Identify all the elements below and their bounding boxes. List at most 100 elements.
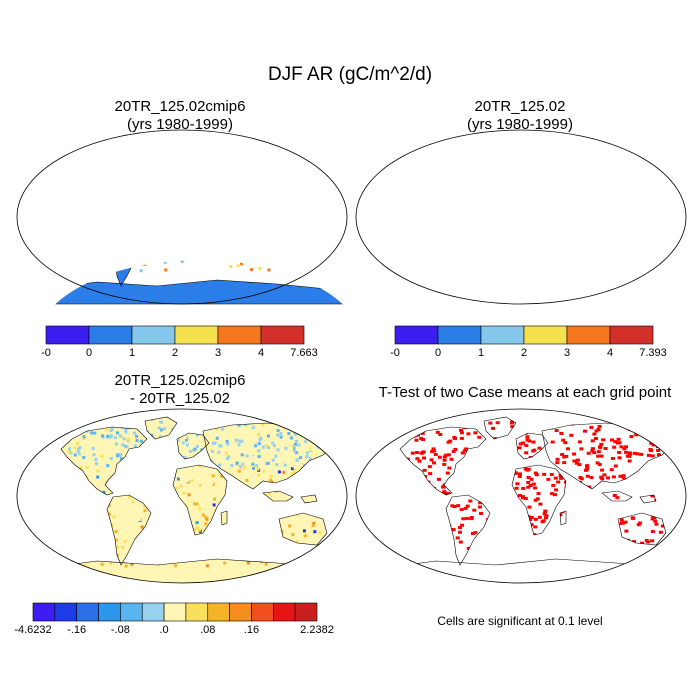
speckle — [43, 460, 47, 464]
speckle — [550, 201, 553, 204]
speckle — [43, 549, 47, 553]
speckle — [332, 535, 336, 539]
speckle — [232, 480, 236, 484]
speckle — [52, 471, 56, 475]
significant-cell — [643, 479, 648, 483]
panel-title-top-left: 20TR_125.02cmip6 (yrs 1980-1999) — [70, 98, 290, 134]
speckle — [55, 506, 59, 510]
speckle — [444, 250, 447, 253]
significant-cell — [537, 446, 542, 450]
speckle — [463, 213, 466, 216]
speckle — [498, 238, 501, 241]
significant-cell — [564, 494, 569, 498]
significant-cell — [559, 431, 564, 435]
significant-cell — [609, 534, 614, 538]
speckle — [230, 525, 234, 529]
speckle — [197, 507, 201, 511]
speckle — [171, 153, 174, 155]
speckle — [258, 266, 262, 270]
speckle — [650, 196, 653, 199]
significant-cell — [471, 454, 476, 458]
speckle — [469, 167, 472, 169]
speckle — [158, 481, 162, 485]
significant-cell — [429, 535, 434, 539]
speckle — [323, 557, 327, 561]
speckle — [611, 259, 614, 262]
speckle — [519, 178, 522, 180]
speckle — [88, 545, 92, 549]
speckle — [75, 551, 79, 555]
speckle — [320, 505, 324, 509]
speckle — [90, 501, 94, 505]
speckle — [35, 517, 39, 521]
speckle — [334, 472, 338, 476]
speckle — [134, 472, 138, 476]
panel-title-bottom-right: T-Test of two Case means at each grid po… — [378, 384, 672, 401]
speckle — [296, 212, 299, 215]
speckle — [43, 496, 47, 500]
significant-cell — [468, 499, 473, 503]
significant-cell — [585, 474, 590, 478]
significant-cell — [583, 486, 588, 490]
significant-cell — [432, 535, 437, 539]
significant-cell — [419, 436, 424, 440]
speckle — [124, 430, 128, 434]
significant-cell — [496, 520, 501, 524]
colorbar-label: 1 — [477, 347, 485, 359]
land-madagascar — [560, 232, 566, 246]
significant-cell — [447, 466, 452, 470]
speckle — [114, 417, 118, 420]
speckle — [126, 426, 130, 430]
speckle — [649, 266, 652, 269]
speckle — [262, 538, 266, 542]
speckle — [257, 553, 261, 557]
speckle — [319, 483, 323, 487]
speckle — [252, 237, 255, 240]
significant-cell — [477, 505, 482, 509]
significant-cell — [553, 422, 558, 426]
speckle — [88, 499, 92, 503]
land-nz — [333, 541, 339, 555]
speckle — [151, 551, 155, 555]
speckle — [289, 162, 292, 164]
speckle — [81, 515, 85, 519]
significant-cell — [503, 497, 508, 501]
speckle — [255, 464, 259, 468]
speckle — [627, 259, 630, 262]
speckle — [143, 227, 146, 230]
speckle — [167, 524, 171, 528]
significant-cell — [504, 478, 509, 482]
speckle — [569, 260, 572, 263]
speckle — [21, 462, 25, 466]
speckle — [291, 424, 295, 428]
speckle — [262, 173, 265, 175]
coastline-madagascar — [221, 232, 227, 246]
significant-cell — [400, 512, 405, 516]
speckle — [181, 441, 185, 445]
speckle — [97, 536, 101, 540]
speckle — [72, 549, 76, 553]
speckle — [301, 460, 305, 464]
speckle — [328, 510, 332, 514]
speckle — [179, 529, 183, 533]
speckle — [26, 472, 30, 476]
significant-cell — [627, 459, 632, 463]
significant-cell — [398, 457, 403, 461]
speckle — [185, 526, 189, 530]
significant-cell — [638, 521, 643, 525]
speckle — [126, 437, 130, 441]
speckle — [572, 268, 575, 271]
speckle — [79, 465, 83, 469]
significant-cell — [418, 524, 423, 528]
speckle — [522, 212, 525, 215]
speckle — [304, 440, 308, 444]
speckle — [244, 532, 248, 536]
speckle — [123, 466, 127, 470]
speckle — [116, 497, 120, 501]
speckle — [276, 433, 280, 437]
significant-cell — [640, 541, 645, 545]
speckle — [296, 247, 299, 250]
significant-cell — [444, 453, 449, 457]
coastline-northAmerica — [400, 148, 486, 216]
speckle — [165, 525, 169, 529]
